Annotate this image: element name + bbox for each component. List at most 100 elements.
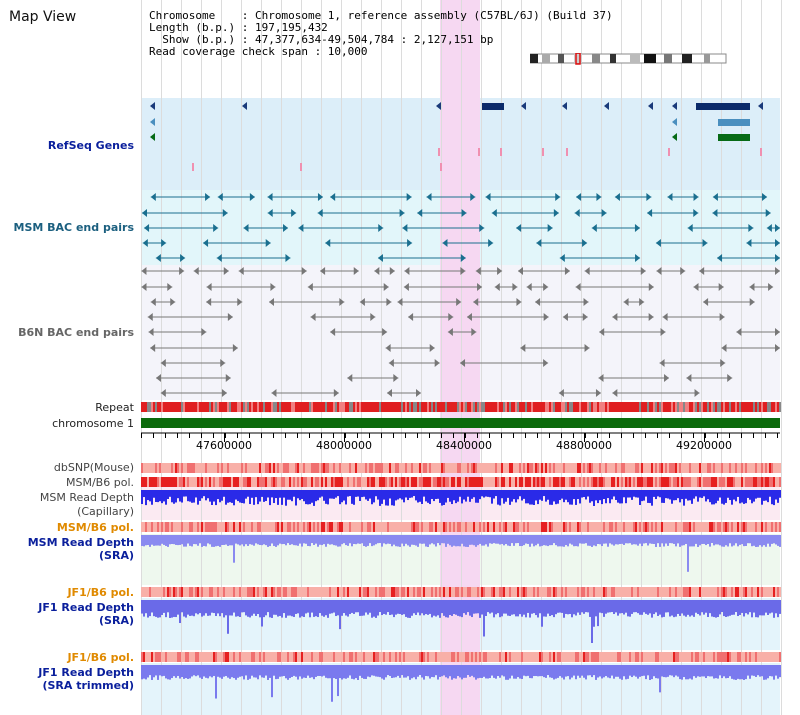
read-depth-bar <box>723 535 725 547</box>
read-depth-bar <box>437 665 439 680</box>
snp-density-cell <box>483 522 485 532</box>
snp-density-cell <box>693 522 695 532</box>
read-depth-bar <box>191 600 193 616</box>
track-label-refseq[interactable]: RefSeq Genes <box>47 139 134 152</box>
snp-density-cell <box>443 522 445 532</box>
snp-density-cell <box>541 522 543 532</box>
read-depth-bar <box>589 665 591 676</box>
snp-density-cell <box>487 463 489 473</box>
track-label-jf1-depth-trim[interactable]: JF1 Read Depth <box>38 666 134 679</box>
snp-density-cell <box>235 587 237 597</box>
msm-bac-end <box>635 254 641 262</box>
snp-density-cell <box>293 463 295 473</box>
track-label-jf1-b6-pol-1[interactable]: JF1/B6 pol. <box>67 586 134 599</box>
track-label-jf1-depth-sra[interactable]: JF1 Read Depth <box>38 601 134 614</box>
read-depth-bar <box>659 490 661 498</box>
read-depth-bar <box>665 535 667 544</box>
snp-density-cell <box>513 477 515 487</box>
read-depth-bar <box>645 490 647 497</box>
msm-bac-end <box>217 193 223 201</box>
read-depth-bar <box>755 490 757 499</box>
snp-density-cell <box>571 652 573 662</box>
track-label-msm-depth-sra[interactable]: MSM Read Depth <box>27 536 134 549</box>
snp-density-cell <box>235 522 237 532</box>
snp-density-cell <box>223 522 225 532</box>
snp-density-cell <box>401 587 403 597</box>
track-label-jf1-b6-pol-2[interactable]: JF1/B6 pol. <box>67 651 134 664</box>
refseq-gene-arrow <box>672 118 677 126</box>
read-depth-bar <box>651 535 653 544</box>
b6n-bac-end <box>775 344 780 352</box>
read-depth-bar <box>749 490 751 500</box>
read-depth-bar <box>325 490 327 504</box>
refseq-gene <box>718 134 750 141</box>
snp-density-cell <box>645 463 647 473</box>
b6n-bac-end <box>719 313 725 321</box>
track-label-msm-depth-cap[interactable]: MSM Read Depth <box>39 491 134 504</box>
snp-density-cell <box>567 522 569 532</box>
repeat-block <box>749 402 751 412</box>
snp-density-cell <box>327 463 329 473</box>
snp-density-cell <box>299 463 301 473</box>
track-label-msm-b6-pol-2[interactable]: MSM/B6 pol. <box>56 521 134 534</box>
read-depth-bar <box>485 490 487 497</box>
track-label-repeat[interactable]: Repeat <box>95 401 134 414</box>
snp-density-cell <box>753 587 755 597</box>
snp-density-cell <box>299 522 301 532</box>
read-depth-bar <box>255 535 257 544</box>
repeat-block <box>721 402 723 412</box>
repeat-block <box>337 402 339 412</box>
read-depth-bar <box>507 600 509 616</box>
read-depth-bar <box>763 665 765 680</box>
read-depth-bar <box>531 535 533 544</box>
snp-density-cell <box>413 587 415 597</box>
snp-density-cell <box>481 477 483 487</box>
chromosome-ideogram[interactable] <box>530 53 730 65</box>
read-depth-bar <box>465 490 467 502</box>
snp-density-cell <box>235 477 237 487</box>
snp-density-cell <box>141 477 143 487</box>
snp-density-cell <box>225 587 227 597</box>
snp-density-cell <box>453 587 455 597</box>
snp-density-cell <box>511 652 513 662</box>
snp-density-cell <box>285 587 287 597</box>
repeat-block <box>155 402 157 412</box>
repeat-block <box>625 402 627 412</box>
track-label-msm-b6-pol-1[interactable]: MSM/B6 pol. <box>66 476 134 489</box>
refseq-tick <box>566 148 568 156</box>
snp-density-cell <box>315 652 317 662</box>
msm-bac-end <box>267 209 273 217</box>
read-depth-bar <box>771 535 773 544</box>
snp-density-cell <box>281 587 283 597</box>
track-label-b6n-bac[interactable]: B6N BAC end pairs <box>18 326 134 339</box>
snp-density-cell <box>549 522 551 532</box>
snp-density-cell <box>543 477 545 487</box>
repeat-block <box>461 402 463 412</box>
read-depth-bar <box>435 600 437 617</box>
read-depth-bar <box>419 535 421 544</box>
snp-density-cell <box>615 652 617 662</box>
snp-density-cell <box>295 587 297 597</box>
read-depth-bar <box>653 535 655 544</box>
snp-density-cell <box>735 587 737 597</box>
snp-density-cell <box>343 522 345 532</box>
snp-density-cell <box>513 463 515 473</box>
read-depth-bar <box>263 665 265 678</box>
snp-density-cell <box>747 652 749 662</box>
snp-density-cell <box>167 463 169 473</box>
snp-density-cell <box>283 652 285 662</box>
read-depth-bar <box>227 535 229 546</box>
read-depth-bar <box>575 665 577 680</box>
repeat-block <box>189 402 191 412</box>
read-depth-bar <box>415 535 417 546</box>
track-label-chromosome[interactable]: chromosome 1 <box>52 417 134 430</box>
read-depth-bar <box>701 600 703 613</box>
read-depth-bar <box>159 535 161 546</box>
read-depth-bar <box>415 600 417 615</box>
read-depth-bar <box>275 665 277 680</box>
b6n-bac-end <box>662 313 668 321</box>
position-axis: 47600000 48000000 48400000 48800000 49200000 <box>141 432 780 452</box>
track-label-dbsnp[interactable]: dbSNP(Mouse) <box>53 461 134 474</box>
track-label-msm-bac[interactable]: MSM BAC end pairs <box>13 221 134 234</box>
